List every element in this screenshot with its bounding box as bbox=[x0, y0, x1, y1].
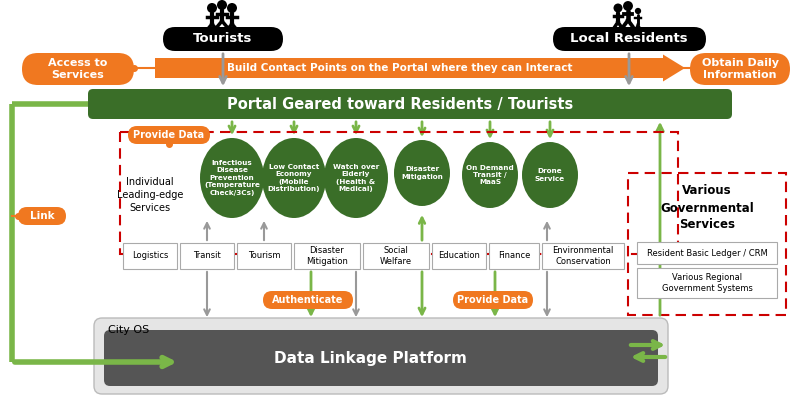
Text: Tourism: Tourism bbox=[248, 251, 280, 260]
FancyBboxPatch shape bbox=[88, 89, 732, 119]
Text: City OS: City OS bbox=[108, 325, 150, 335]
Text: Provide Data: Provide Data bbox=[458, 295, 529, 305]
Ellipse shape bbox=[262, 138, 326, 218]
Circle shape bbox=[207, 3, 217, 13]
Text: On Demand
Transit /
MaaS: On Demand Transit / MaaS bbox=[466, 164, 514, 186]
FancyBboxPatch shape bbox=[128, 126, 210, 144]
Bar bbox=[489, 243, 539, 269]
Text: Logistics: Logistics bbox=[132, 251, 168, 260]
FancyBboxPatch shape bbox=[18, 207, 66, 225]
FancyArrow shape bbox=[155, 55, 685, 82]
Text: Watch over
Elderly
(Health &
Medical): Watch over Elderly (Health & Medical) bbox=[333, 164, 379, 192]
Text: Provide Data: Provide Data bbox=[134, 130, 205, 140]
Text: Infectious
Disease
Prevention
(Temperature
Check/3Cs): Infectious Disease Prevention (Temperatu… bbox=[204, 160, 260, 196]
Bar bbox=[120, 132, 678, 254]
Bar bbox=[628, 173, 786, 315]
FancyBboxPatch shape bbox=[690, 53, 790, 85]
Bar bbox=[180, 243, 234, 269]
Text: Disaster
Mitigation: Disaster Mitigation bbox=[306, 246, 348, 266]
Ellipse shape bbox=[324, 138, 388, 218]
Text: Social
Welfare: Social Welfare bbox=[380, 246, 412, 266]
Text: Tourists: Tourists bbox=[194, 33, 253, 46]
Text: Data Linkage Platform: Data Linkage Platform bbox=[274, 350, 466, 366]
Bar bbox=[432, 243, 486, 269]
FancyBboxPatch shape bbox=[104, 330, 658, 386]
Circle shape bbox=[623, 1, 633, 11]
Text: Education: Education bbox=[438, 251, 480, 260]
Text: Individual
Leading-edge
Services: Individual Leading-edge Services bbox=[117, 177, 183, 213]
Bar bbox=[363, 243, 429, 269]
FancyBboxPatch shape bbox=[163, 27, 283, 51]
Bar bbox=[237, 243, 291, 269]
Bar bbox=[637, 268, 777, 298]
Text: Disaster
Mitigation: Disaster Mitigation bbox=[401, 166, 443, 180]
FancyBboxPatch shape bbox=[553, 27, 706, 51]
Ellipse shape bbox=[394, 140, 450, 206]
FancyBboxPatch shape bbox=[22, 53, 134, 85]
Circle shape bbox=[227, 3, 237, 13]
Bar bbox=[637, 242, 777, 264]
Text: Resident Basic Ledger / CRM: Resident Basic Ledger / CRM bbox=[646, 248, 767, 257]
Bar bbox=[294, 243, 360, 269]
Ellipse shape bbox=[200, 138, 264, 218]
Text: Various
Governmental
Services: Various Governmental Services bbox=[660, 184, 754, 231]
FancyBboxPatch shape bbox=[453, 291, 533, 309]
Text: Build Contact Points on the Portal where they can Interact: Build Contact Points on the Portal where… bbox=[227, 63, 573, 73]
Text: Various Regional
Government Systems: Various Regional Government Systems bbox=[662, 273, 753, 293]
Text: Local Residents: Local Residents bbox=[570, 33, 688, 46]
Text: Obtain Daily
Information: Obtain Daily Information bbox=[702, 58, 778, 80]
Circle shape bbox=[635, 8, 641, 14]
Text: Finance: Finance bbox=[498, 251, 530, 260]
Text: Environmental
Conservation: Environmental Conservation bbox=[552, 246, 614, 266]
Text: Drone
Service: Drone Service bbox=[535, 168, 565, 182]
Text: Transit: Transit bbox=[193, 251, 221, 260]
FancyBboxPatch shape bbox=[263, 291, 353, 309]
Bar bbox=[123, 243, 177, 269]
FancyBboxPatch shape bbox=[94, 318, 668, 394]
Circle shape bbox=[614, 4, 622, 13]
Circle shape bbox=[217, 0, 227, 10]
Text: Portal Geared toward Residents / Tourists: Portal Geared toward Residents / Tourist… bbox=[227, 97, 573, 111]
Text: Access to
Services: Access to Services bbox=[48, 58, 108, 80]
Ellipse shape bbox=[462, 142, 518, 208]
Text: Low Contact
Economy
(Mobile
Distribution): Low Contact Economy (Mobile Distribution… bbox=[268, 164, 320, 192]
Ellipse shape bbox=[522, 142, 578, 208]
Bar bbox=[542, 243, 624, 269]
Text: Link: Link bbox=[30, 211, 54, 221]
Text: Authenticate: Authenticate bbox=[272, 295, 344, 305]
